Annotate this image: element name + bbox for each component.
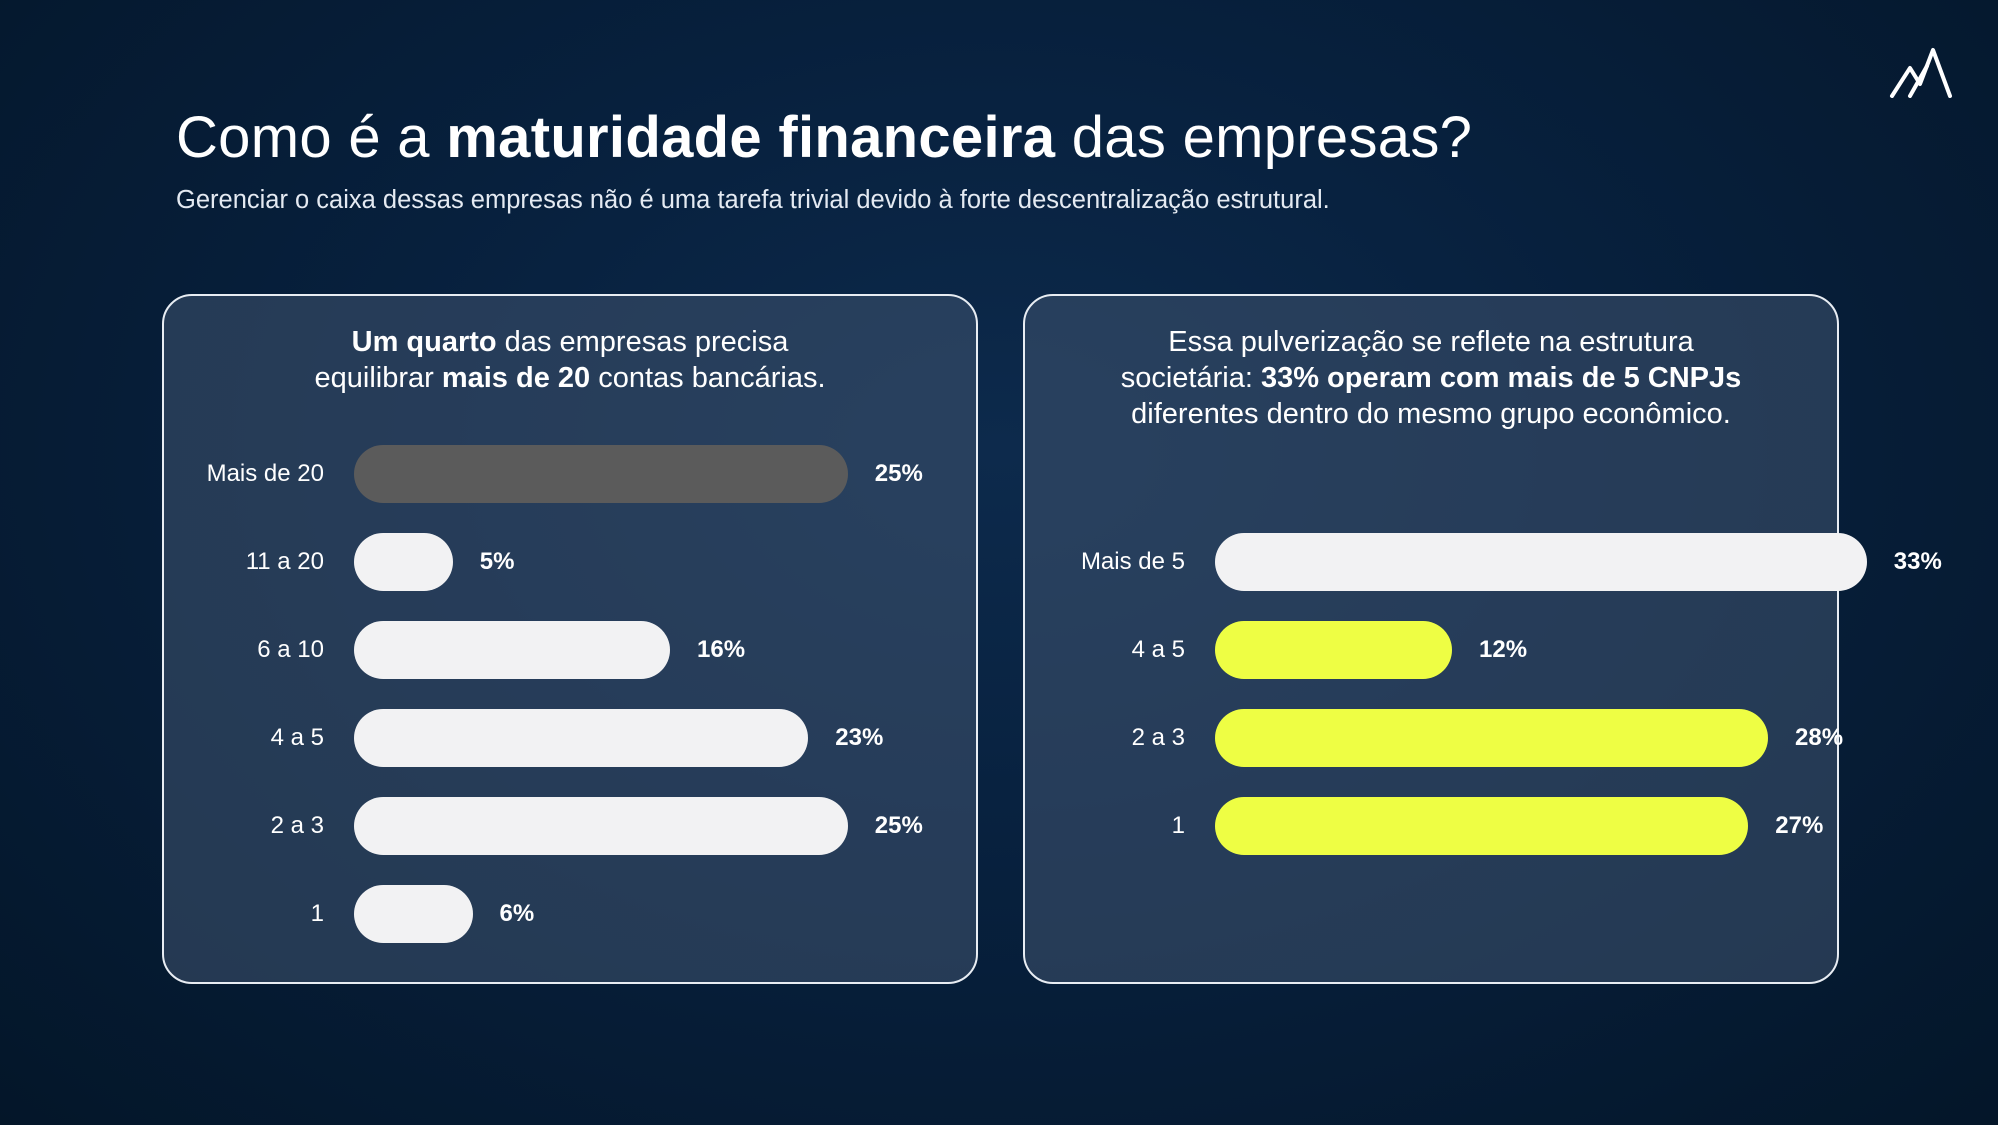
- bar: [1215, 709, 1768, 767]
- category-label: 1: [310, 900, 324, 927]
- bar: [354, 445, 848, 503]
- category-label: 4 a 5: [1131, 636, 1185, 663]
- page-subtitle: Gerenciar o caixa dessas empresas não é …: [176, 186, 1330, 214]
- value-label: 33%: [1893, 548, 1942, 575]
- bar: [354, 533, 453, 591]
- bar: [1215, 797, 1749, 855]
- value-label: 23%: [835, 724, 884, 751]
- bank-accounts-panel: Um quarto das empresas precisa equilibrar…: [162, 294, 978, 984]
- category-label: 1: [1171, 812, 1185, 839]
- value-label: 16%: [697, 636, 746, 663]
- category-label: 6 a 10: [257, 636, 324, 663]
- value-label: 5%: [479, 548, 515, 575]
- category-label: 11 a 20: [245, 548, 324, 575]
- category-label: 2 a 3: [270, 812, 324, 839]
- value-label: 25%: [874, 460, 923, 487]
- value-label: 12%: [1479, 636, 1528, 663]
- value-label: 25%: [874, 812, 923, 839]
- category-label: Mais de 5: [1080, 548, 1185, 575]
- value-label: 28%: [1795, 724, 1844, 751]
- panel-heading: Um quarto das empresas precisa equilibrar…: [314, 326, 826, 394]
- bar: [1215, 533, 1867, 591]
- page-title: Como é a maturidade financeira das empre…: [176, 105, 1473, 170]
- bar: [354, 797, 848, 855]
- bar: [1215, 621, 1452, 679]
- value-label: 27%: [1775, 812, 1824, 839]
- bar: [354, 709, 809, 767]
- category-label: 4 a 5: [270, 724, 324, 751]
- mountain-logo-icon: [1890, 48, 1952, 98]
- panel-heading: Essa pulverização se reflete na estrutur…: [1120, 326, 1742, 430]
- category-label: Mais de 20: [206, 460, 324, 487]
- bar: [354, 621, 670, 679]
- category-label: 2 a 3: [1131, 724, 1185, 751]
- value-label: 6%: [499, 900, 535, 927]
- cnpj-structure-panel: Essa pulverização se reflete na estrutur…: [1023, 294, 1942, 984]
- bar: [354, 885, 473, 943]
